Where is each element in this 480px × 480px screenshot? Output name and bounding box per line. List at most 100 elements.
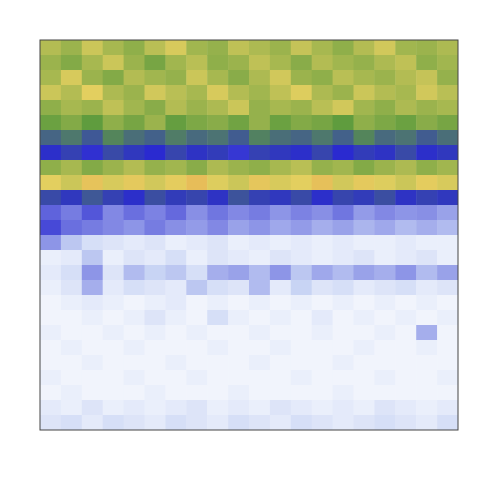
heatmap-cell: [312, 310, 333, 326]
heatmap-cell: [354, 265, 375, 281]
heatmap-cell: [82, 250, 103, 266]
heatmap-cell: [249, 55, 270, 71]
heatmap-cell: [207, 160, 228, 176]
heatmap-cell: [437, 235, 458, 251]
heatmap-cell: [61, 160, 82, 176]
heatmap-cell: [374, 100, 395, 116]
heatmap-cell: [124, 400, 145, 416]
heatmap-cell: [61, 205, 82, 221]
heatmap-cell: [416, 250, 437, 266]
heatmap-cell: [103, 55, 124, 71]
heatmap-cell: [124, 175, 145, 191]
heatmap-cell: [124, 295, 145, 311]
heatmap-cell: [124, 250, 145, 266]
heatmap-cell: [82, 115, 103, 131]
heatmap-cell: [40, 355, 61, 371]
heatmap-cell: [249, 160, 270, 176]
heatmap-cell: [186, 190, 207, 206]
heatmap-cell: [395, 175, 416, 191]
heatmap-cell: [124, 355, 145, 371]
heatmap-cell: [354, 220, 375, 236]
heatmap-cell: [61, 175, 82, 191]
heatmap-cell: [207, 385, 228, 401]
heatmap-cell: [228, 85, 249, 101]
heatmap-cell: [145, 85, 166, 101]
heatmap-cell: [124, 40, 145, 56]
heatmap-cell: [395, 205, 416, 221]
heatmap-cell: [333, 220, 354, 236]
heatmap-cell: [395, 130, 416, 146]
heatmap-cell: [312, 340, 333, 356]
heatmap-cell: [207, 100, 228, 116]
heatmap-cell: [249, 370, 270, 386]
heatmap-cell: [124, 55, 145, 71]
heatmap-cell: [249, 340, 270, 356]
heatmap-cell: [333, 40, 354, 56]
heatmap-cell: [395, 220, 416, 236]
heatmap-cell: [186, 295, 207, 311]
heatmap-cell: [186, 235, 207, 251]
heatmap-cell: [291, 295, 312, 311]
heatmap-cell: [124, 235, 145, 251]
heatmap-cell: [270, 325, 291, 341]
heatmap-cell: [145, 175, 166, 191]
heatmap-cell: [270, 265, 291, 281]
heatmap-cell: [437, 55, 458, 71]
heatmap-cell: [333, 400, 354, 416]
heatmap-cell: [395, 40, 416, 56]
heatmap-cell: [103, 40, 124, 56]
heatmap-cell: [374, 415, 395, 430]
heatmap-cell: [312, 160, 333, 176]
heatmap-cell: [291, 235, 312, 251]
heatmap-cell: [249, 385, 270, 401]
heatmap-cell: [61, 85, 82, 101]
heatmap-cell: [228, 250, 249, 266]
heatmap-cell: [145, 70, 166, 86]
heatmap-cell: [165, 370, 186, 386]
heatmap-cell: [186, 340, 207, 356]
heatmap-cell: [124, 385, 145, 401]
heatmap-cell: [40, 40, 61, 56]
heatmap-cell: [333, 250, 354, 266]
heatmap-cell: [395, 370, 416, 386]
heatmap-cell: [165, 160, 186, 176]
heatmap-cell: [103, 310, 124, 326]
heatmap-cell: [145, 205, 166, 221]
heatmap-cell: [82, 40, 103, 56]
heatmap-cell: [312, 280, 333, 296]
heatmap-cell: [312, 85, 333, 101]
heatmap-cell: [82, 175, 103, 191]
heatmap-cell: [374, 160, 395, 176]
heatmap-cell: [186, 325, 207, 341]
heatmap-cell: [228, 175, 249, 191]
heatmap-cell: [40, 250, 61, 266]
heatmap-cell: [312, 385, 333, 401]
heatmap-cell: [124, 220, 145, 236]
heatmap-cell: [186, 160, 207, 176]
heatmap-cell: [312, 415, 333, 430]
heatmap-cell: [291, 325, 312, 341]
heatmap-cell: [291, 250, 312, 266]
heatmap-cell: [228, 130, 249, 146]
heatmap-cell: [145, 355, 166, 371]
heatmap-cell: [354, 205, 375, 221]
heatmap-cell: [124, 85, 145, 101]
heatmap-cell: [103, 175, 124, 191]
heatmap-cell: [207, 220, 228, 236]
heatmap-cell: [249, 355, 270, 371]
heatmap-cell: [291, 310, 312, 326]
heatmap-cell: [270, 40, 291, 56]
plot-frame: [40, 40, 458, 430]
heatmap-cell: [165, 340, 186, 356]
heatmap-cell: [270, 160, 291, 176]
heatmap-cell: [249, 295, 270, 311]
heatmap-cell: [82, 205, 103, 221]
heatmap-cell: [270, 250, 291, 266]
heatmap-cell: [249, 220, 270, 236]
heatmap-cell: [207, 115, 228, 131]
heatmap-cell: [437, 205, 458, 221]
heatmap-cell: [312, 265, 333, 281]
heatmap-cell: [145, 325, 166, 341]
heatmap-cell: [228, 190, 249, 206]
heatmap-cell: [165, 145, 186, 161]
